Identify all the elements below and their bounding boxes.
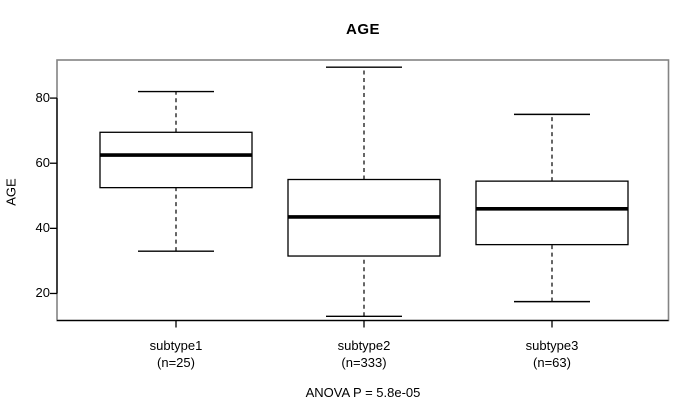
x-category-label-subtype2: subtype2 (n=333) [294, 338, 434, 371]
category-count: (n=25) [157, 354, 195, 370]
anova-p-value-note: ANOVA P = 5.8e-05 [305, 385, 421, 400]
y-tick-label: 60 [35, 155, 50, 171]
y-tick-label: 20 [35, 285, 50, 301]
iqr-box-subtype1 [99, 131, 253, 189]
chart-title: AGE [345, 21, 381, 38]
y-axis-title: AGE [3, 178, 19, 206]
iqr-box-subtype3 [475, 180, 629, 246]
category-name: subtype1 [149, 338, 203, 353]
x-category-label-subtype1: subtype1 (n=25) [106, 338, 246, 371]
category-name: subtype3 [525, 338, 579, 353]
category-name: subtype2 [337, 338, 391, 353]
x-category-label-subtype3: subtype3 (n=63) [482, 338, 622, 371]
y-tick-label: 40 [35, 220, 50, 236]
category-count: (n=333) [341, 354, 387, 370]
y-tick-label: 80 [35, 90, 50, 106]
category-count: (n=63) [533, 354, 571, 370]
